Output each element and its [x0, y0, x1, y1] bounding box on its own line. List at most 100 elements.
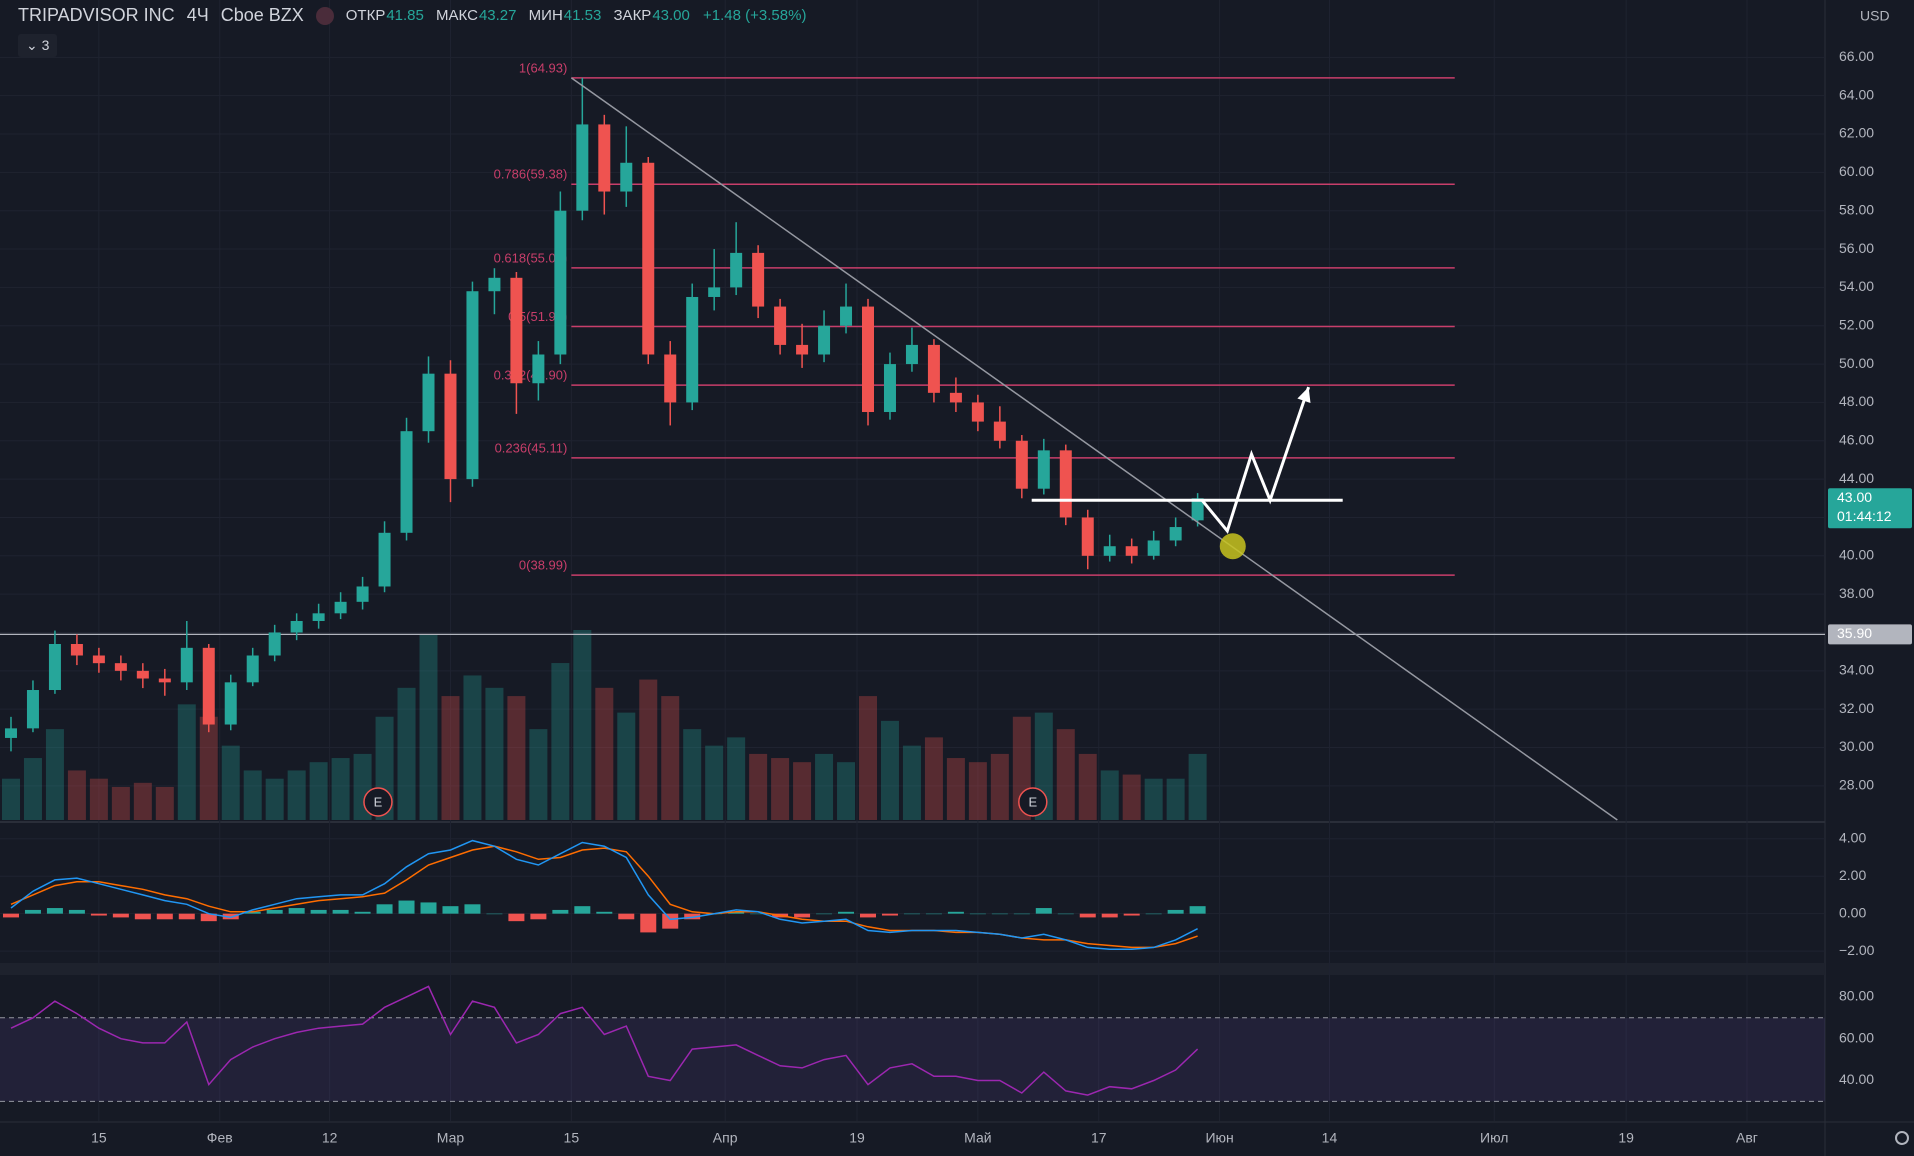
- rsi-line: [10, 985, 1199, 1096]
- y-tick-label: 48.00: [1839, 393, 1874, 409]
- y-tick-label: 2.00: [1839, 867, 1866, 883]
- ohlc-value: 43.00: [652, 7, 690, 24]
- y-tick-label: 40.00: [1839, 547, 1874, 563]
- histogram-bar: [156, 913, 173, 920]
- histogram-bar: [552, 909, 569, 914]
- legend-header: TRIPADVISOR INC 4Ч Cboe BZX ОТКР41.85 МА…: [18, 5, 814, 26]
- histogram-bar: [508, 913, 525, 922]
- x-tick-label: 12: [322, 1130, 338, 1146]
- x-tick-label: 19: [849, 1130, 865, 1146]
- histogram-bar: [947, 911, 964, 914]
- settings-button[interactable]: [1895, 1131, 1909, 1145]
- y-tick-label: 34.00: [1839, 662, 1874, 678]
- histogram-bar: [398, 900, 415, 914]
- symbol-icon: [315, 6, 334, 25]
- histogram-bar: [222, 913, 239, 920]
- y-tick-label: 60.00: [1839, 163, 1874, 179]
- candle-body: [1147, 540, 1160, 556]
- y-tick-label: 4.00: [1839, 829, 1866, 845]
- histogram-bar: [860, 913, 877, 918]
- volume-bar: [45, 729, 64, 820]
- volume-bar: [946, 758, 965, 820]
- candle-body: [70, 643, 83, 656]
- volume-bar: [749, 753, 768, 820]
- fib-label: 0.618(55.02): [494, 250, 568, 265]
- candle-body: [532, 354, 545, 384]
- candle-body: [1169, 527, 1182, 541]
- gear-icon[interactable]: [1895, 1131, 1909, 1145]
- candle-body: [686, 296, 699, 403]
- x-tick-label: 14: [1322, 1130, 1338, 1146]
- y-tick-label: 80.00: [1839, 988, 1874, 1004]
- histogram-bar: [178, 913, 195, 920]
- histogram-bar: [244, 911, 261, 914]
- volume-bar: [155, 786, 174, 820]
- ohlc: ОТКР41.85 МАКС43.27 МИН41.53 ЗАКР43.00 +…: [346, 7, 815, 24]
- candle-body: [554, 210, 567, 355]
- rsi-band: [0, 1017, 1825, 1102]
- ohlc-value: 41.53: [563, 7, 602, 24]
- arrow-head: [1297, 387, 1311, 403]
- volume-bar: [133, 782, 152, 820]
- volume-bar: [309, 762, 328, 820]
- candle-body: [620, 162, 633, 192]
- earnings-label: E: [374, 794, 383, 809]
- change: +1.48 (+3.58%): [703, 7, 807, 24]
- volume-bar: [837, 762, 856, 820]
- y-tick-label: 38.00: [1839, 585, 1874, 601]
- volume-bar: [529, 729, 548, 820]
- marker-point: [1219, 533, 1246, 560]
- last-price-badge: [1828, 488, 1912, 529]
- candle-body: [993, 421, 1006, 441]
- candle-body: [1191, 498, 1204, 521]
- x-tick-label: 17: [1091, 1130, 1107, 1146]
- y-tick-label: 0.00: [1839, 904, 1866, 920]
- histogram-bar: [750, 913, 767, 915]
- candle-body: [905, 344, 918, 365]
- histogram-bar: [1079, 913, 1096, 918]
- price-badge-label: 35.90: [1837, 625, 1872, 641]
- histogram-bar: [266, 909, 283, 914]
- candle-body: [444, 373, 457, 480]
- volume-bar: [111, 786, 130, 820]
- histogram-bar: [1057, 913, 1074, 915]
- histogram-bar: [640, 913, 657, 933]
- candle-body: [136, 670, 149, 679]
- histogram-bar: [903, 913, 920, 915]
- candle-body: [642, 162, 655, 355]
- y-tick-label: 64.00: [1839, 86, 1874, 102]
- volume-bar: [485, 687, 504, 820]
- candle-body: [400, 431, 413, 533]
- y-tick-label: 52.00: [1839, 316, 1874, 332]
- candle-body: [290, 620, 303, 633]
- volume-bar: [265, 778, 284, 820]
- y-tick-label: 56.00: [1839, 240, 1874, 256]
- candle-body: [840, 306, 853, 326]
- volume-bar: [1144, 778, 1163, 820]
- y-tick-label: 30.00: [1839, 738, 1874, 754]
- x-tick-label: Апр: [713, 1130, 738, 1146]
- candle-body: [378, 532, 391, 587]
- indicators-toggle[interactable]: ⌄ 3: [18, 34, 58, 57]
- interval[interactable]: 4Ч: [186, 5, 209, 25]
- x-tick-label: Июн: [1205, 1130, 1233, 1146]
- histogram-bar: [991, 913, 1008, 915]
- ohlc-label: ЗАКР: [613, 7, 652, 24]
- volume-bar: [463, 675, 482, 820]
- histogram-bar: [1145, 913, 1162, 915]
- volume-bar: [1, 778, 20, 820]
- volume-bar: [243, 770, 262, 820]
- y-tick-label: 32.00: [1839, 700, 1874, 716]
- histogram-bar: [596, 911, 613, 914]
- candle-body: [158, 678, 171, 683]
- last-price-badge-timer: 01:44:12: [1837, 508, 1892, 524]
- candle-body: [1015, 440, 1028, 489]
- histogram-bar: [728, 911, 745, 914]
- candle-body: [246, 655, 259, 683]
- volume-bar: [793, 762, 812, 820]
- histogram-bar: [574, 906, 591, 914]
- candle-body: [114, 663, 127, 671]
- volume-bar: [639, 679, 658, 820]
